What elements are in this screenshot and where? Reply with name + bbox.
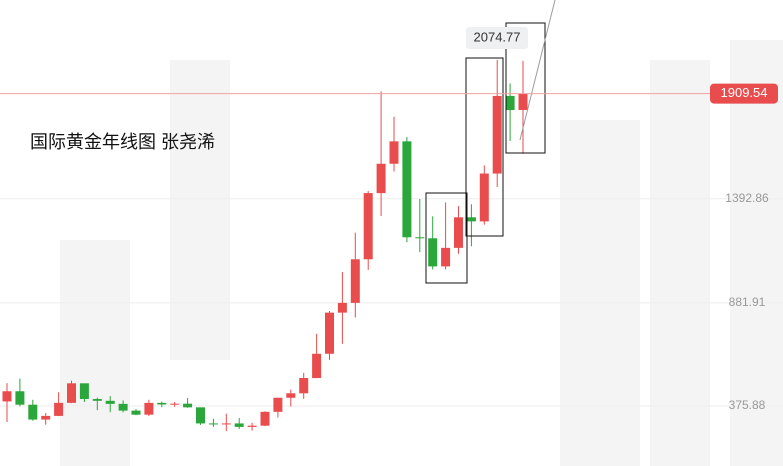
- candle-body: [363, 193, 373, 260]
- candle-body: [15, 391, 25, 405]
- candle-body: [2, 391, 12, 402]
- y-tick-label: 881.91: [729, 295, 766, 309]
- peak-label: 2074.77: [474, 29, 521, 44]
- candle-body: [183, 403, 193, 408]
- candle-body: [350, 259, 360, 303]
- candle-body: [273, 397, 283, 412]
- last-price-label: 1909.54: [721, 85, 768, 100]
- candle-body: [441, 247, 451, 267]
- candle-body: [54, 402, 64, 416]
- candle-body: [492, 95, 502, 174]
- candle-body: [466, 217, 476, 222]
- candle-body: [118, 403, 128, 411]
- last-price-tag: [710, 83, 778, 104]
- candle-body: [325, 312, 334, 354]
- candle-body: [247, 425, 257, 427]
- candle-body: [208, 423, 218, 425]
- candle-body: [479, 173, 489, 222]
- candle-body: [105, 400, 115, 404]
- candle-body: [79, 383, 89, 399]
- plot: [0, 59, 783, 432]
- annotation-boxes: [425, 0, 556, 284]
- candle-body: [260, 411, 270, 426]
- candle-body: [389, 141, 399, 164]
- chart-title: 国际黄金年线图 张尧浠: [30, 132, 215, 152]
- candle-body: [67, 383, 76, 403]
- candle-body: [221, 423, 231, 425]
- candle-body: [299, 378, 309, 394]
- candle-body: [28, 404, 38, 420]
- candle-body: [402, 141, 412, 238]
- candle-body: [92, 398, 102, 401]
- candle-body: [505, 95, 515, 110]
- background: [60, 40, 783, 466]
- peak-label-box: [466, 27, 528, 49]
- candle-body: [286, 393, 296, 398]
- candle-body: [518, 93, 528, 110]
- candle-body: [337, 302, 347, 313]
- y-tick-label: 375.88: [729, 398, 766, 412]
- candle-body: [454, 217, 463, 248]
- candle-body: [376, 163, 386, 194]
- candle-body: [196, 407, 205, 424]
- candle-body: [415, 237, 425, 239]
- candle-body: [41, 415, 51, 420]
- candle-body: [157, 402, 167, 405]
- candle-body: [234, 423, 244, 427]
- candle-body: [312, 353, 322, 379]
- candle-body: [428, 238, 438, 267]
- candle-body: [144, 402, 154, 415]
- y-tick-label: 1392.86: [725, 191, 769, 205]
- candle-body: [131, 410, 141, 415]
- candle-body: [170, 403, 180, 405]
